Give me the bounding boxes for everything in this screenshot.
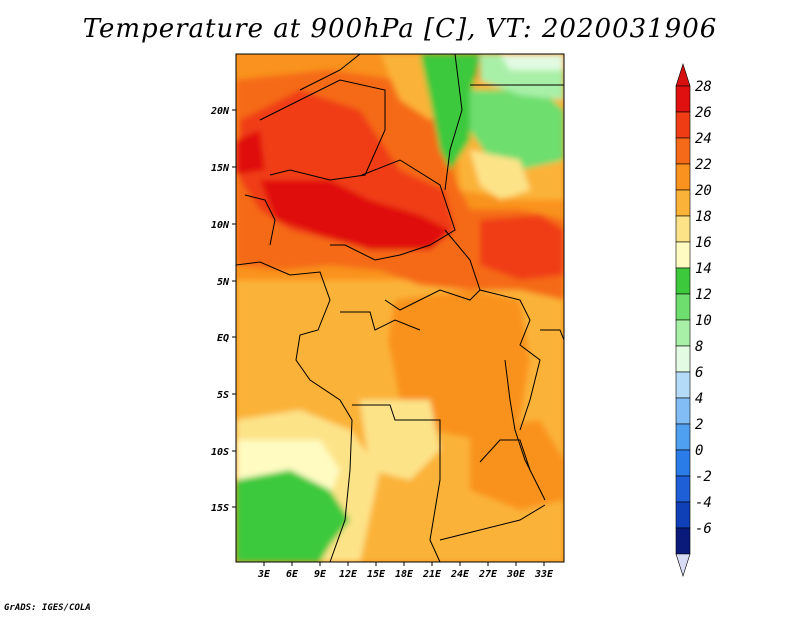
colorbar-label: -6 [695,521,712,537]
colorbar-swatch [675,319,691,347]
colorbar-label: 4 [695,391,703,407]
colorbar-swatch [675,423,691,451]
lon-tick-label: 33E [534,569,554,580]
colorbar-label: 2 [695,417,703,433]
colorbar-swatch [675,475,691,503]
colorbar-swatch [675,267,691,295]
lon-tick-label: 15E [367,569,386,580]
colorbar-label: 10 [695,313,712,329]
colorbar-swatch [675,293,691,321]
lat-tick-label: 15N [211,163,230,174]
colorbar-label: 18 [695,209,712,225]
lon-tick-label: 30E [506,569,526,580]
lat-tick-label: EQ [217,333,229,344]
lat-tick-label: 15S [211,503,229,514]
colorbar-swatch [675,241,691,269]
colorbar-label: 24 [695,131,712,147]
colorbar-label: 16 [695,235,712,251]
colorbar-overflow-low [675,553,691,577]
lon-tick-label: 3E [257,569,271,580]
colorbar-label: 12 [695,287,712,303]
colorbar-label: 22 [695,157,712,173]
colorbar-label: 20 [695,183,712,199]
lat-tick-label: 20N [210,106,230,117]
colorbar-label: 0 [695,443,703,459]
colorbar-swatch [675,189,691,217]
colorbar-swatch [675,163,691,191]
footer-credit: GrADS: IGES/COLA [4,603,91,613]
lon-axis: 3E 6E 9E 12E 15E 18E 21E 24E 27E 30E 33E [257,562,554,580]
colorbar-swatch [675,371,691,399]
lon-tick-label: 21E [422,569,442,580]
lat-tick-label: 5N [217,277,230,288]
colorbar-label: 6 [695,365,703,381]
colorbar-overflow-high [675,63,691,87]
colorbar-swatch [675,449,691,477]
map-frame [235,53,565,563]
lon-tick-label: 12E [339,569,358,580]
lat-tick-label: 10N [211,220,230,231]
colorbar-swatch [675,345,691,373]
colorbar-swatch [675,215,691,243]
colorbar-swatch [675,527,691,555]
colorbar-swatch [675,397,691,425]
lat-tick-label: 10S [211,447,229,458]
colorbar-label: -4 [695,495,712,511]
colorbar-swatch [675,501,691,529]
colorbar-label: 14 [695,261,712,277]
colorbar-swatch [675,137,691,165]
colorbar-label: 26 [695,105,712,121]
lon-tick-label: 18E [395,569,414,580]
lon-tick-label: 24E [450,569,470,580]
lat-axis: 20N 15N 10N 5N EQ 5S 10S 15S [210,106,236,514]
lon-tick-label: 6E [286,569,299,580]
chart-title: Temperature at 900hPa [C], VT: 202003190… [82,14,718,44]
colorbar-label: -2 [695,469,712,485]
lon-tick-label: 9E [314,569,327,580]
colorbar-swatch [675,111,691,139]
colorbar-label: 8 [695,339,703,355]
lat-tick-label: 5S [217,390,229,401]
country-boundaries [236,54,564,562]
colorbar-swatch [675,85,691,113]
temperature-field [236,54,564,562]
lon-tick-label: 27E [478,569,498,580]
colorbar-label: 28 [695,79,712,95]
